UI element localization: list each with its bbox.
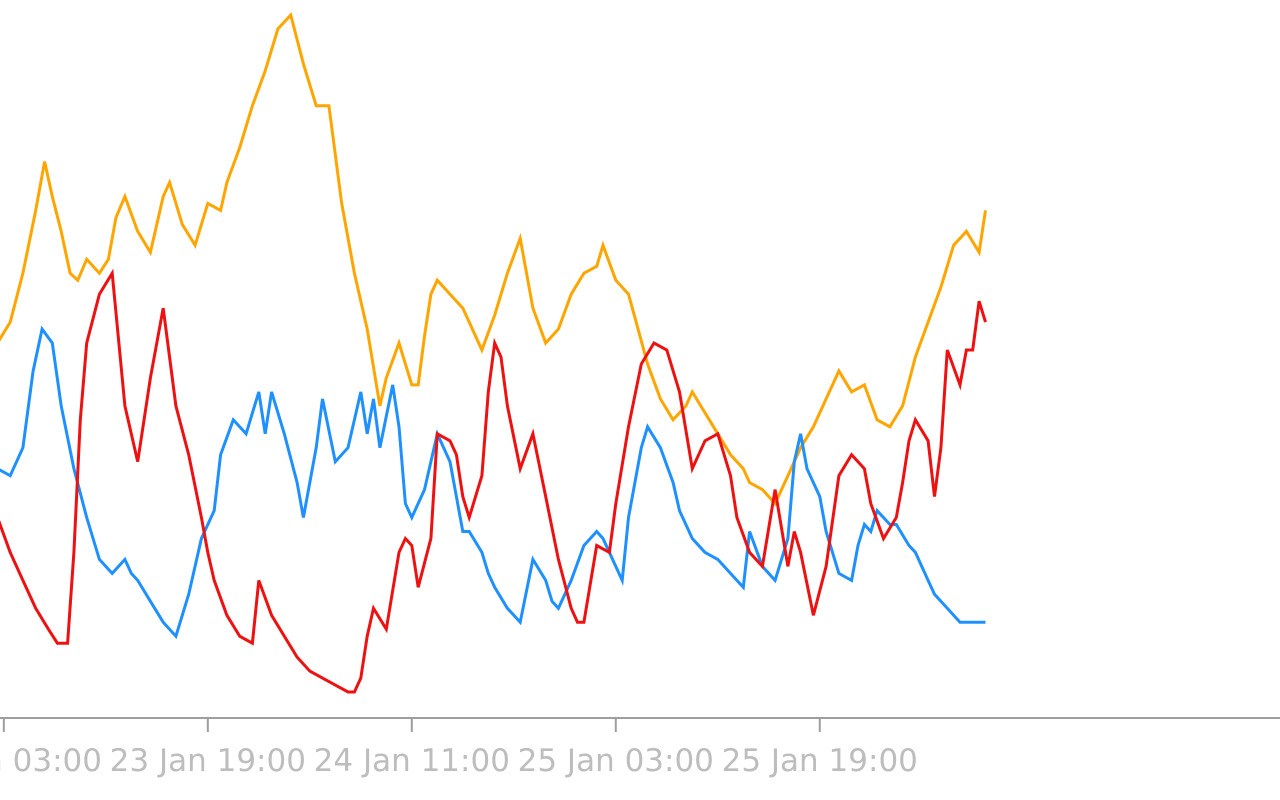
series-layer [0, 11, 987, 694]
series-line-1 [0, 11, 987, 507]
x-tick-label-1: 23 Jan 03:00 [0, 743, 102, 779]
x-tick-label-3: 24 Jan 11:00 [314, 743, 510, 779]
x-tick-label-5: 25 Jan 19:00 [722, 743, 918, 779]
x-tick-label-2: 23 Jan 19:00 [110, 743, 306, 779]
x-tick-label-4: 25 Jan 03:00 [518, 743, 714, 779]
series-line-2 [0, 325, 986, 640]
series-line-3 [0, 268, 987, 694]
